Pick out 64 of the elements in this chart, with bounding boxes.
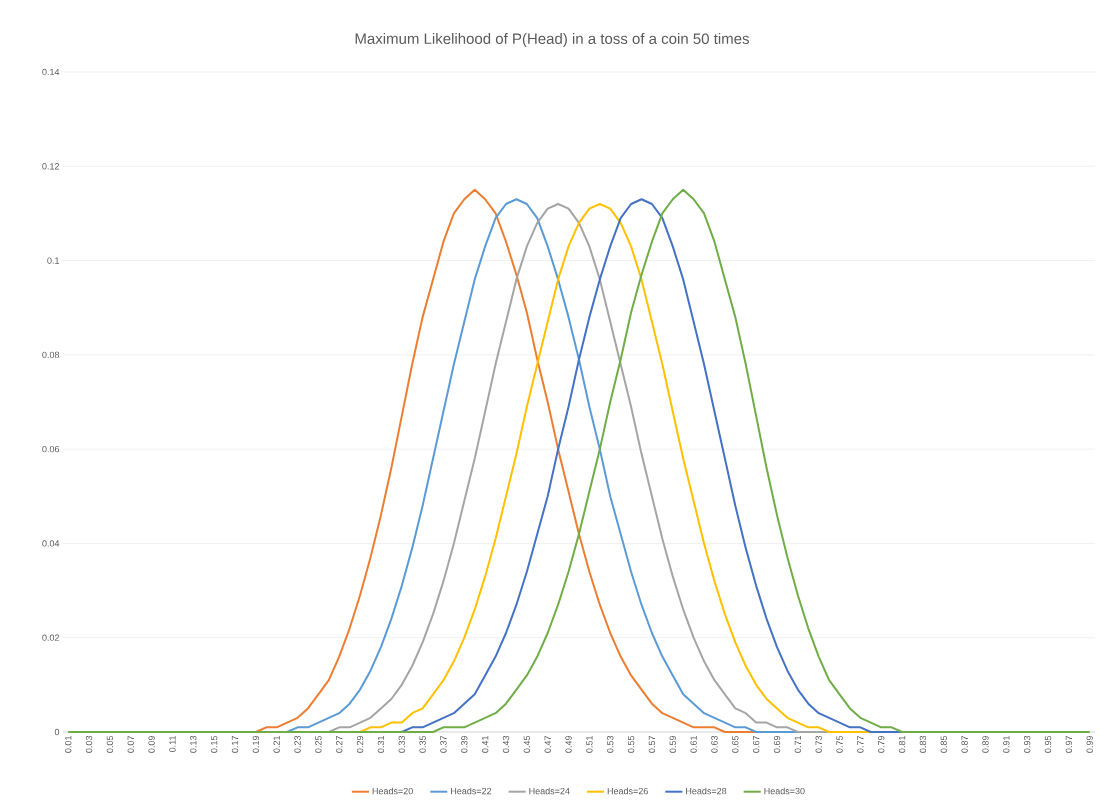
x-tick-label: 0.57 bbox=[648, 735, 656, 753]
x-tick-label: 0.77 bbox=[857, 735, 864, 753]
x-tick-label: 0.39 bbox=[461, 735, 468, 753]
legend-label: Heads=28 bbox=[686, 787, 727, 795]
y-tick-label: 0.04 bbox=[42, 540, 60, 547]
legend-label: Heads=26 bbox=[607, 787, 648, 795]
x-tick-label: 0.17 bbox=[231, 735, 239, 753]
x-tick-label: 0.33 bbox=[398, 735, 405, 753]
x-tick-label: 0.23 bbox=[294, 735, 301, 753]
legend-label: Heads=30 bbox=[764, 787, 805, 795]
x-tick-label: 0.31 bbox=[377, 735, 385, 753]
legend-label: Heads=20 bbox=[372, 787, 413, 795]
x-tick-label: 0.43 bbox=[502, 735, 510, 753]
x-tick-label: 0.75 bbox=[836, 735, 843, 753]
x-tick-label: 0.97 bbox=[1065, 735, 1073, 753]
x-tick-label: 0.51 bbox=[586, 735, 593, 753]
x-tick-label: 0.99 bbox=[1086, 735, 1093, 753]
x-tick-label: 0.71 bbox=[794, 735, 802, 753]
x-tick-label: 0.59 bbox=[669, 735, 676, 753]
x-tick-label: 0.83 bbox=[919, 735, 927, 753]
legend-label: Heads=24 bbox=[529, 787, 570, 795]
x-tick-label: 0.89 bbox=[982, 735, 989, 753]
x-tick-label: 0.65 bbox=[732, 735, 739, 753]
x-tick-label: 0.29 bbox=[356, 735, 364, 753]
y-tick-label: 0.1 bbox=[47, 257, 60, 264]
x-tick-label: 0.87 bbox=[961, 735, 968, 753]
x-tick-label: 0.15 bbox=[210, 735, 218, 753]
y-tick-label: 0.14 bbox=[42, 68, 60, 76]
legend-label: Heads=22 bbox=[451, 787, 492, 795]
y-tick-label: 0.12 bbox=[42, 163, 60, 170]
x-tick-label: 0.69 bbox=[773, 735, 781, 753]
y-tick-label: 0.08 bbox=[42, 351, 60, 359]
x-tick-label: 0.45 bbox=[523, 735, 531, 753]
x-tick-label: 0.35 bbox=[419, 735, 426, 753]
x-tick-label: 0.81 bbox=[898, 735, 906, 753]
x-tick-label: 0.67 bbox=[752, 735, 760, 753]
x-tick-label: 0.25 bbox=[315, 735, 322, 753]
x-tick-label: 0.95 bbox=[1044, 735, 1052, 753]
x-tick-label: 0.85 bbox=[940, 735, 947, 753]
x-tick-label: 0.93 bbox=[1023, 735, 1031, 753]
x-tick-label: 0.09 bbox=[148, 735, 155, 753]
x-tick-label: 0.37 bbox=[440, 735, 447, 753]
x-tick-label: 0.27 bbox=[336, 735, 343, 753]
x-tick-label: 0.91 bbox=[1003, 735, 1010, 753]
x-tick-label: 0.61 bbox=[690, 735, 697, 753]
x-tick-label: 0.19 bbox=[252, 735, 260, 753]
x-tick-label: 0.07 bbox=[127, 735, 134, 753]
y-tick-label: 0.02 bbox=[42, 634, 60, 641]
y-tick-label: 0 bbox=[54, 728, 60, 736]
chart-title: Maximum Likelihood of P(Head) in a toss of a coin 50 times bbox=[355, 33, 749, 47]
x-tick-label: 0.05 bbox=[106, 735, 114, 753]
x-tick-label: 0.49 bbox=[565, 735, 572, 753]
x-tick-label: 0.41 bbox=[481, 735, 489, 753]
x-tick-label: 0.53 bbox=[607, 735, 614, 753]
x-tick-label: 0.03 bbox=[85, 735, 93, 753]
y-tick-label: 0.06 bbox=[42, 445, 60, 453]
x-tick-label: 0.01 bbox=[65, 735, 72, 753]
x-tick-label: 0.79 bbox=[878, 735, 885, 753]
x-tick-label: 0.47 bbox=[544, 735, 551, 753]
x-tick-label: 0.21 bbox=[273, 735, 280, 753]
x-tick-label: 0.63 bbox=[711, 735, 718, 753]
x-tick-label: 0.73 bbox=[815, 735, 822, 753]
x-tick-label: 0.55 bbox=[627, 735, 635, 753]
x-tick-label: 0.13 bbox=[190, 735, 197, 753]
